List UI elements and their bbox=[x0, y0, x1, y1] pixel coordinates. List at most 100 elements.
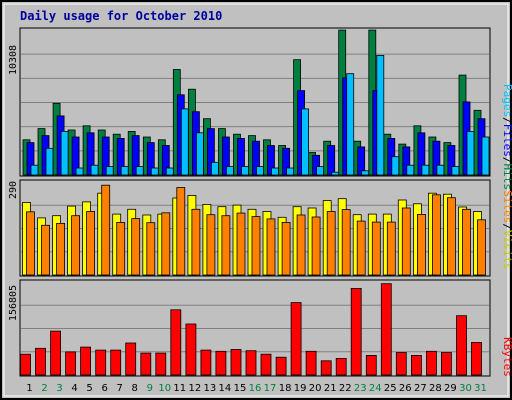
bar-sites-day-26 bbox=[401, 207, 411, 276]
bar-sites-day-17 bbox=[266, 218, 276, 276]
bar-pages-day-25 bbox=[391, 156, 400, 176]
bar-sites-day-23 bbox=[356, 220, 366, 276]
bar-sites-day-7 bbox=[116, 221, 126, 276]
bar-sites-day-27 bbox=[416, 213, 426, 276]
bar-sites-day-5 bbox=[86, 211, 95, 276]
x-tick-label-day-20: 20 bbox=[309, 383, 322, 394]
bar-pages-day-22 bbox=[346, 73, 355, 176]
bar-kbytes-day-4 bbox=[65, 351, 76, 376]
bar-pages-day-21 bbox=[331, 171, 340, 176]
x-tick-label-day-18: 18 bbox=[279, 383, 292, 394]
x-tick-label-day-6: 6 bbox=[102, 383, 108, 394]
bar-sites-day-29 bbox=[446, 197, 456, 276]
x-tick-label-day-15: 15 bbox=[234, 383, 247, 394]
hits-y-max-label: 10308 bbox=[8, 45, 19, 75]
x-tick-label-day-28: 28 bbox=[429, 383, 442, 394]
bar-kbytes-day-20 bbox=[305, 350, 317, 376]
legend-files: Files bbox=[501, 124, 512, 157]
bar-pages-day-19 bbox=[301, 108, 310, 176]
bar-kbytes-day-24 bbox=[365, 354, 377, 376]
bar-pages-day-6 bbox=[105, 166, 114, 176]
legend-sep-2: / bbox=[501, 157, 512, 164]
bar-kbytes-day-27 bbox=[410, 354, 422, 376]
x-tick-label-day-16: 16 bbox=[249, 383, 262, 394]
legend-kbytes: KBytes bbox=[501, 337, 512, 377]
bar-sites-day-1 bbox=[26, 211, 35, 276]
bar-pages-day-13 bbox=[210, 161, 219, 176]
bar-pages-day-20 bbox=[316, 166, 325, 176]
bar-pages-day-27 bbox=[421, 164, 430, 176]
bar-pages-day-16 bbox=[256, 166, 264, 176]
x-tick-label-day-3: 3 bbox=[56, 383, 62, 394]
x-tick-label-day-14: 14 bbox=[219, 383, 232, 394]
bar-sites-day-15 bbox=[236, 212, 246, 276]
bar-files-day-17 bbox=[267, 145, 275, 176]
legend-pages: Pages bbox=[501, 84, 512, 117]
x-tick-label-day-13: 13 bbox=[204, 383, 217, 394]
bar-files-day-26 bbox=[402, 146, 411, 176]
legend-sites: Sites bbox=[501, 190, 512, 223]
bar-kbytes-day-3 bbox=[50, 330, 61, 376]
bar-kbytes-day-12 bbox=[185, 323, 197, 376]
x-tick-label-day-21: 21 bbox=[324, 383, 337, 394]
bar-sites-day-14 bbox=[221, 215, 231, 276]
x-tick-label-day-25: 25 bbox=[384, 383, 397, 394]
bar-kbytes-day-5 bbox=[80, 346, 91, 376]
bar-pages-day-17 bbox=[271, 167, 279, 176]
bar-sites-day-28 bbox=[431, 194, 441, 276]
bar-kbytes-day-25 bbox=[380, 283, 392, 376]
visits-legend: Sites/Visits bbox=[501, 190, 512, 270]
legend-hits: Hits bbox=[501, 164, 512, 191]
bar-files-day-15 bbox=[237, 137, 245, 176]
bar-files-day-20 bbox=[312, 154, 321, 176]
bar-pages-day-7 bbox=[120, 166, 129, 176]
bar-pages-day-10 bbox=[165, 167, 174, 176]
bar-kbytes-day-9 bbox=[140, 352, 152, 376]
bar-files-day-1 bbox=[26, 142, 35, 176]
bar-files-day-18 bbox=[282, 147, 291, 176]
bar-sites-day-3 bbox=[56, 222, 65, 276]
legend-sep-1: / bbox=[501, 117, 512, 124]
bar-pages-day-28 bbox=[436, 164, 445, 176]
bar-kbytes-day-7 bbox=[110, 349, 122, 376]
bar-sites-day-31 bbox=[477, 219, 486, 276]
bar-kbytes-day-16 bbox=[245, 350, 257, 376]
bar-pages-day-14 bbox=[225, 166, 234, 176]
bar-sites-day-10 bbox=[161, 212, 171, 276]
x-tick-label-day-11: 11 bbox=[173, 383, 186, 394]
x-tick-label-day-31: 31 bbox=[474, 383, 487, 394]
bar-pages-day-9 bbox=[150, 167, 159, 176]
x-tick-label-day-30: 30 bbox=[459, 383, 472, 394]
x-tick-label-day-7: 7 bbox=[117, 383, 123, 394]
bar-sites-day-12 bbox=[191, 208, 201, 276]
bar-files-day-29 bbox=[447, 145, 456, 176]
visits-y-max-label: 290 bbox=[8, 181, 19, 199]
bar-files-day-23 bbox=[357, 146, 366, 176]
bar-files-day-14 bbox=[221, 136, 230, 176]
bar-kbytes-day-1 bbox=[20, 353, 31, 376]
bar-pages-day-3 bbox=[60, 130, 69, 176]
bar-kbytes-day-28 bbox=[425, 350, 437, 376]
x-tick-label-day-12: 12 bbox=[189, 383, 202, 394]
bar-files-day-27 bbox=[417, 132, 426, 176]
bar-files-day-16 bbox=[252, 140, 260, 176]
bar-sites-day-30 bbox=[462, 208, 471, 276]
bar-kbytes-day-31 bbox=[471, 341, 482, 376]
bar-kbytes-day-8 bbox=[125, 342, 137, 376]
bar-files-day-8 bbox=[131, 135, 140, 176]
bar-kbytes-day-18 bbox=[275, 356, 287, 376]
bar-sites-day-22 bbox=[341, 209, 351, 276]
bar-sites-day-11 bbox=[176, 187, 186, 276]
bar-pages-day-31 bbox=[481, 136, 490, 176]
bar-files-day-28 bbox=[432, 140, 441, 176]
bar-pages-day-11 bbox=[180, 108, 189, 176]
bar-pages-day-18 bbox=[286, 167, 295, 176]
bar-sites-day-13 bbox=[206, 214, 216, 276]
chart-title: Daily usage for October 2010 bbox=[20, 9, 222, 23]
x-tick-label-day-4: 4 bbox=[71, 383, 77, 394]
x-tick-label-day-22: 22 bbox=[339, 383, 352, 394]
bar-pages-day-26 bbox=[406, 164, 415, 176]
grid-lines bbox=[21, 53, 489, 353]
chart-inner-border bbox=[3, 3, 509, 397]
